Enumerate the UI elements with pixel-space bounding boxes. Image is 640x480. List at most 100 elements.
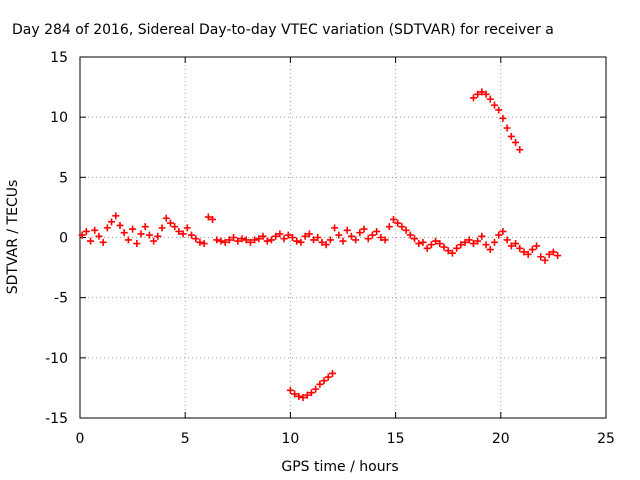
data-point bbox=[320, 377, 328, 385]
y-tick-label: -15 bbox=[45, 411, 68, 427]
data-point bbox=[499, 114, 507, 122]
data-point bbox=[112, 212, 120, 220]
data-point bbox=[120, 229, 128, 237]
data-point bbox=[364, 235, 372, 243]
data-point bbox=[398, 223, 406, 231]
data-point bbox=[213, 236, 221, 244]
data-point bbox=[230, 234, 238, 241]
axis-ticks: 0 5 10 15 20 25 -15 -10 -5 0 5 10 15 bbox=[45, 50, 615, 447]
data-point bbox=[381, 236, 389, 244]
data-point bbox=[314, 234, 322, 241]
data-point bbox=[537, 253, 545, 261]
data-point bbox=[293, 237, 301, 245]
data-point bbox=[512, 240, 520, 248]
data-point bbox=[427, 241, 435, 249]
data-point bbox=[307, 389, 315, 397]
data-point bbox=[129, 225, 137, 233]
data-point bbox=[469, 240, 477, 248]
data-point bbox=[524, 250, 532, 258]
data-point bbox=[196, 238, 204, 246]
y-tick-label: 5 bbox=[59, 170, 68, 186]
data-point bbox=[331, 224, 339, 232]
data-point bbox=[103, 224, 111, 232]
x-tick-label: 25 bbox=[597, 431, 615, 447]
data-point bbox=[499, 227, 507, 235]
data-point bbox=[183, 224, 191, 232]
series-4 bbox=[286, 369, 336, 402]
x-tick-label: 10 bbox=[281, 431, 299, 447]
data-point bbox=[295, 392, 303, 400]
data-point bbox=[145, 231, 153, 239]
data-point bbox=[312, 385, 320, 393]
data-point bbox=[276, 230, 284, 238]
data-point bbox=[255, 235, 263, 243]
data-point bbox=[310, 236, 318, 244]
data-point bbox=[267, 236, 275, 244]
data-point bbox=[503, 124, 511, 132]
plot-frame bbox=[79, 56, 607, 419]
data-point bbox=[124, 236, 132, 244]
data-point bbox=[469, 94, 477, 102]
data-point bbox=[289, 234, 297, 241]
data-point bbox=[99, 238, 107, 246]
data-point bbox=[328, 369, 336, 377]
data-point bbox=[394, 219, 402, 227]
data-point bbox=[448, 249, 456, 257]
data-point bbox=[377, 234, 385, 241]
data-point bbox=[339, 237, 347, 245]
data-point bbox=[507, 132, 515, 140]
chart-title: Day 284 of 2016, Sidereal Day-to-day VTE… bbox=[12, 22, 554, 38]
data-point bbox=[200, 240, 208, 248]
data-point bbox=[221, 238, 229, 246]
data-point bbox=[368, 231, 376, 239]
data-point bbox=[545, 250, 553, 258]
data-point bbox=[217, 237, 225, 245]
data-point bbox=[316, 380, 324, 388]
data-point bbox=[280, 235, 288, 243]
data-point bbox=[490, 101, 498, 109]
data-point bbox=[188, 231, 196, 239]
data-point bbox=[512, 138, 520, 146]
data-point bbox=[478, 232, 486, 240]
data-point bbox=[389, 215, 397, 223]
data-point bbox=[554, 252, 562, 260]
data-point bbox=[324, 373, 332, 381]
data-point bbox=[95, 232, 103, 240]
y-tick-label: 0 bbox=[59, 231, 68, 247]
data-point bbox=[360, 225, 368, 233]
data-point bbox=[137, 230, 145, 238]
series-2 bbox=[331, 215, 562, 264]
data-point bbox=[402, 226, 410, 234]
data-point bbox=[482, 241, 490, 249]
y-tick-label: -10 bbox=[45, 351, 68, 367]
y-tick-label: 10 bbox=[50, 110, 68, 126]
data-point bbox=[263, 237, 271, 245]
y-axis-label: SDTVAR / TECUs bbox=[5, 180, 21, 295]
data-point bbox=[457, 241, 465, 249]
data-point bbox=[335, 231, 343, 239]
data-point bbox=[415, 240, 423, 248]
data-point bbox=[507, 242, 515, 250]
data-point bbox=[516, 146, 524, 154]
data-point bbox=[297, 238, 305, 246]
data-point bbox=[486, 95, 494, 103]
data-point bbox=[303, 391, 311, 399]
data-point bbox=[474, 237, 482, 245]
data-point bbox=[486, 246, 494, 254]
data-point bbox=[436, 240, 444, 248]
data-point bbox=[528, 246, 536, 254]
data-point bbox=[299, 394, 307, 402]
y-tick-label: 15 bbox=[50, 50, 68, 66]
data-point bbox=[478, 88, 486, 96]
data-point bbox=[251, 236, 259, 244]
series-3 bbox=[469, 88, 524, 154]
data-point bbox=[286, 386, 294, 394]
data-point bbox=[541, 256, 549, 264]
data-point bbox=[82, 227, 90, 235]
data-point bbox=[78, 231, 86, 239]
data-point bbox=[301, 232, 309, 240]
data-point bbox=[318, 238, 326, 246]
series-1 bbox=[78, 212, 334, 249]
data-point bbox=[272, 232, 280, 240]
data-point bbox=[444, 247, 452, 255]
